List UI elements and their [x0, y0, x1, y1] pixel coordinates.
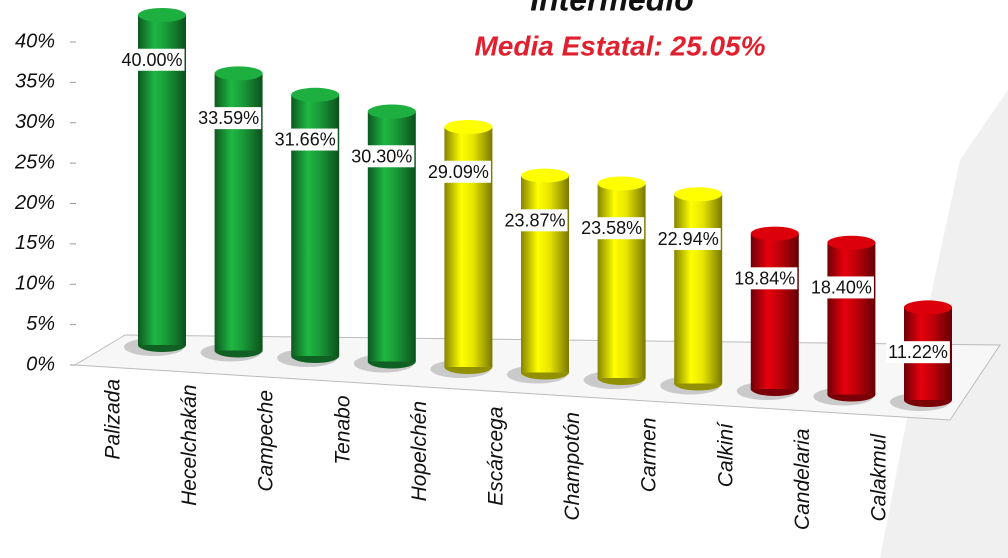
- x-tick-label: Candelaria: [791, 429, 814, 531]
- value-label-box: [119, 48, 185, 71]
- x-tick-label: Hecelchakán: [178, 385, 201, 506]
- bar-cap: [214, 66, 263, 81]
- value-label: 23.58%: [581, 218, 642, 238]
- bar-cap: [597, 176, 646, 191]
- value-label: 31.66%: [275, 130, 336, 150]
- y-tick-label: 20%: [14, 192, 55, 214]
- x-tick-label: Calakmul: [868, 433, 891, 522]
- value-label: 30.30%: [351, 146, 412, 166]
- value-label-box: [579, 217, 645, 240]
- bar-cap: [750, 226, 799, 241]
- x-tick-label: Calkiní: [714, 421, 737, 487]
- value-label: 23.87%: [504, 210, 565, 230]
- x-tick-label: Hopelchén: [408, 401, 431, 501]
- value-label: 33.59%: [198, 108, 259, 128]
- value-label-box: [272, 128, 338, 151]
- value-label: 11.22%: [888, 342, 948, 362]
- y-tick-label: 15%: [15, 232, 55, 254]
- x-tick-label: Campeche: [255, 390, 278, 492]
- value-label-box: [502, 209, 568, 232]
- bar: [521, 175, 569, 373]
- value-label-box: [732, 267, 798, 290]
- y-tick-label: 40%: [15, 30, 55, 52]
- y-tick-label: 30%: [15, 111, 55, 133]
- value-label-box: [655, 227, 721, 250]
- bar-cap: [138, 8, 186, 22]
- bar: [827, 242, 876, 395]
- x-tick-label: Champotón: [561, 412, 584, 521]
- bar-cap: [444, 120, 493, 135]
- value-label: 22.94%: [658, 229, 719, 249]
- value-label: 18.84%: [734, 268, 795, 288]
- chart-title: Intermedio: [530, 0, 694, 17]
- bar: [750, 233, 799, 389]
- y-tick-label: 10%: [15, 273, 55, 295]
- y-tick-label: 35%: [15, 71, 55, 93]
- bar: [597, 183, 646, 378]
- value-label-box: [425, 160, 491, 183]
- y-tick-label: 5%: [26, 313, 55, 335]
- value-label-box: [808, 276, 874, 299]
- bar-cap: [367, 104, 416, 119]
- value-label: 18.40%: [811, 277, 872, 297]
- bar: [674, 194, 723, 384]
- bar-cap: [904, 300, 952, 315]
- x-tick-label: Escárcega: [485, 407, 508, 506]
- chart-subtitle: Media Estatal: 25.05%: [474, 30, 765, 61]
- y-tick-label: 0%: [26, 353, 55, 375]
- value-label: 40.00%: [121, 50, 182, 70]
- x-tick-label: Carmen: [638, 418, 661, 493]
- value-label: 29.09%: [428, 162, 489, 182]
- value-label-box: [349, 145, 415, 168]
- bar-cap: [674, 187, 723, 202]
- bar-cap: [291, 87, 340, 102]
- value-label-box: [196, 107, 262, 130]
- x-tick-label: Tenabo: [331, 395, 354, 465]
- y-tick-label: 25%: [14, 151, 55, 173]
- bar-cap: [521, 168, 569, 183]
- bar-cap: [827, 235, 876, 250]
- value-label-box: [886, 341, 950, 364]
- x-tick-label: Palizada: [102, 379, 125, 460]
